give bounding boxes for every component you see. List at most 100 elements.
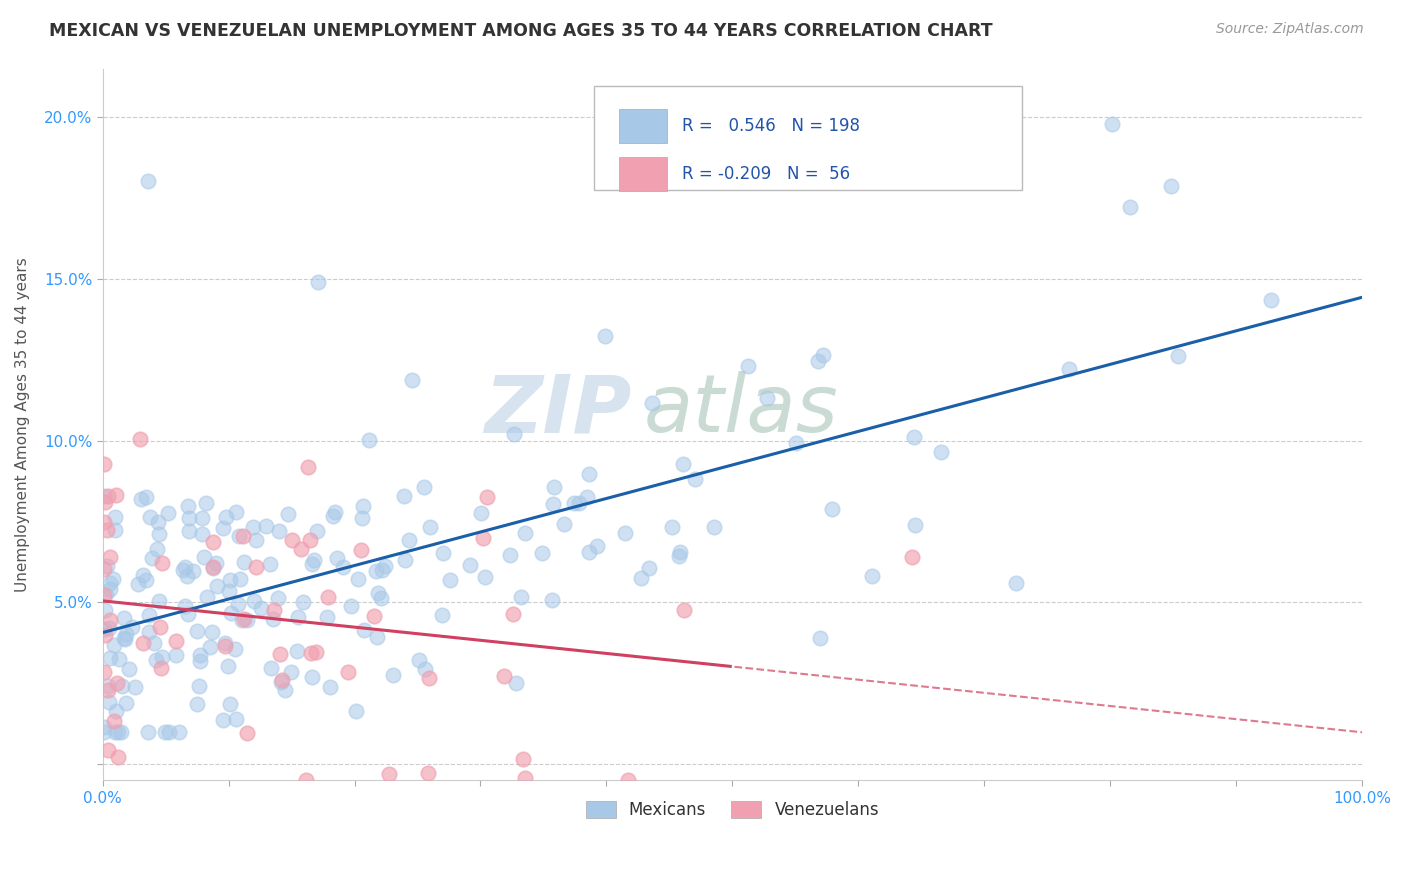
- Point: [807, 354, 830, 368]
- Point: [408, 653, 430, 667]
- Point: [136, 724, 159, 739]
- Point: [860, 569, 883, 583]
- Point: [97, 679, 120, 693]
- Point: [207, 579, 229, 593]
- Point: [661, 520, 683, 534]
- Point: [212, 521, 235, 535]
- Point: [401, 373, 423, 387]
- Text: ZIP: ZIP: [484, 371, 631, 450]
- Point: [614, 525, 637, 540]
- FancyBboxPatch shape: [619, 109, 666, 143]
- Point: [371, 563, 394, 577]
- Point: [93, 458, 115, 472]
- Point: [107, 652, 129, 666]
- Point: [103, 724, 125, 739]
- Point: [346, 572, 368, 586]
- Point: [94, 628, 117, 642]
- Point: [149, 620, 172, 634]
- Text: Source: ZipAtlas.com: Source: ZipAtlas.com: [1216, 22, 1364, 37]
- Point: [127, 577, 149, 591]
- Point: [111, 679, 134, 693]
- Point: [138, 624, 160, 639]
- Point: [578, 545, 600, 559]
- Point: [124, 680, 146, 694]
- Point: [110, 724, 132, 739]
- Point: [148, 594, 170, 608]
- Point: [195, 591, 218, 605]
- Point: [250, 600, 273, 615]
- Point: [98, 576, 121, 591]
- Point: [394, 489, 416, 503]
- Point: [430, 607, 453, 622]
- Point: [512, 752, 534, 766]
- Point: [93, 720, 115, 734]
- Point: [188, 679, 211, 693]
- Point: [225, 505, 247, 519]
- Point: [287, 610, 309, 624]
- Point: [202, 559, 225, 574]
- Point: [297, 459, 319, 474]
- Point: [903, 430, 925, 444]
- Point: [353, 624, 375, 638]
- Point: [756, 391, 779, 405]
- Point: [277, 508, 299, 522]
- Point: [494, 669, 516, 683]
- Point: [316, 591, 339, 605]
- Point: [1167, 350, 1189, 364]
- FancyBboxPatch shape: [619, 157, 666, 191]
- Point: [141, 550, 163, 565]
- Point: [172, 563, 194, 577]
- Point: [135, 574, 157, 588]
- Point: [96, 523, 118, 537]
- Point: [541, 497, 564, 511]
- Point: [1005, 575, 1028, 590]
- Point: [568, 496, 591, 510]
- Point: [191, 527, 214, 541]
- Point: [139, 510, 162, 524]
- Point: [630, 571, 652, 585]
- Point: [94, 587, 117, 601]
- Point: [267, 591, 290, 605]
- Point: [617, 773, 640, 788]
- Point: [148, 515, 170, 529]
- Point: [270, 674, 292, 689]
- Point: [93, 724, 115, 739]
- Point: [269, 524, 291, 538]
- Point: [357, 433, 380, 447]
- Point: [93, 622, 115, 636]
- Point: [394, 553, 416, 567]
- Text: R =   0.546   N = 198: R = 0.546 N = 198: [682, 117, 860, 135]
- Point: [179, 524, 201, 539]
- Point: [703, 520, 725, 534]
- Point: [1101, 117, 1123, 131]
- Point: [269, 648, 291, 662]
- Point: [153, 724, 176, 739]
- Point: [505, 675, 527, 690]
- Point: [149, 661, 172, 675]
- Point: [475, 490, 498, 504]
- Point: [188, 654, 211, 668]
- Point: [229, 572, 252, 586]
- Point: [211, 713, 233, 727]
- Point: [322, 509, 344, 524]
- Point: [201, 561, 224, 575]
- Point: [93, 562, 115, 576]
- Point: [219, 606, 242, 620]
- Point: [138, 174, 160, 188]
- Point: [262, 612, 284, 626]
- Point: [398, 533, 420, 548]
- Point: [193, 549, 215, 564]
- Point: [112, 632, 135, 646]
- Point: [97, 743, 120, 757]
- Point: [115, 627, 138, 641]
- Point: [1260, 293, 1282, 307]
- Point: [418, 766, 440, 780]
- Point: [263, 603, 285, 617]
- Point: [366, 631, 388, 645]
- Point: [319, 681, 342, 695]
- Point: [188, 648, 211, 662]
- Point: [186, 624, 208, 638]
- Point: [904, 517, 927, 532]
- Point: [326, 550, 349, 565]
- Point: [273, 682, 295, 697]
